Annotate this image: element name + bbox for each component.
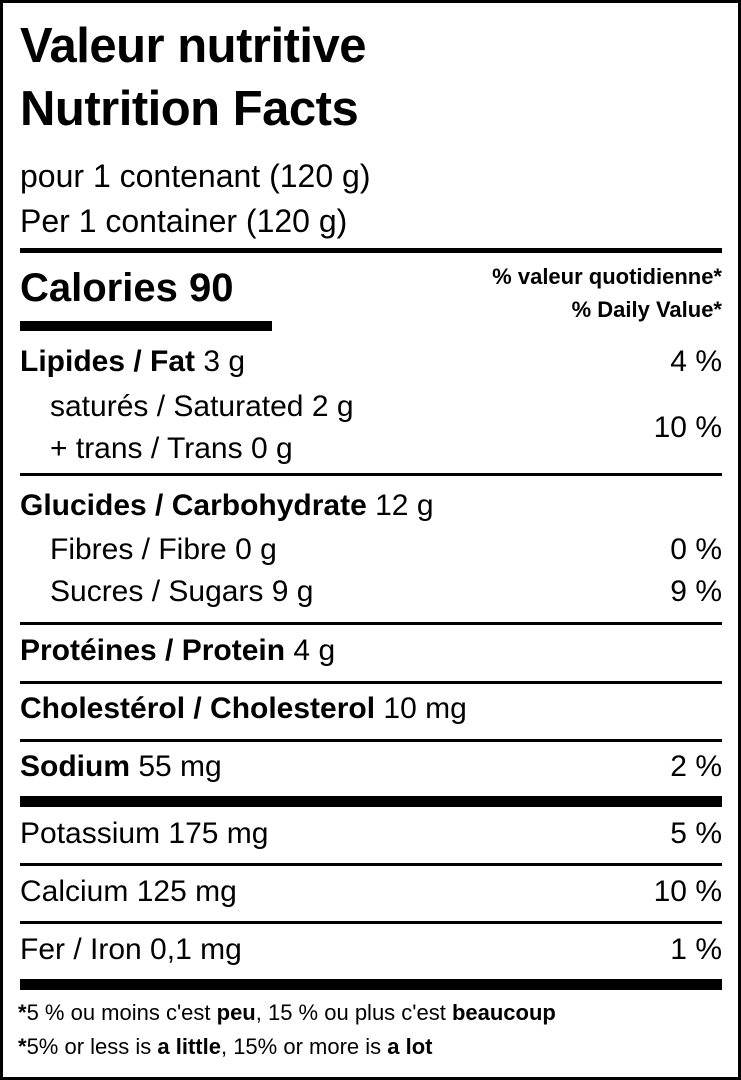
fat-amount: 3 g xyxy=(203,345,246,378)
divider-thick xyxy=(20,796,722,807)
trans-row: + trans / Trans 0 g xyxy=(50,432,293,465)
saturated-row: saturés / Saturated 2 g xyxy=(50,390,354,423)
divider xyxy=(20,739,722,742)
footnote-fr: *5 % ou moins c'est peu, 15 % ou plus c'… xyxy=(18,1000,556,1025)
fibre-dv: 0 % xyxy=(670,533,722,566)
sugars-dv: 9 % xyxy=(670,575,722,608)
calcium-row: Calcium 125 mg xyxy=(20,875,237,908)
potassium-dv: 5 % xyxy=(670,817,722,850)
divider xyxy=(20,863,722,866)
calories-label: Calories xyxy=(20,266,178,310)
sodium-dv: 2 % xyxy=(670,750,722,783)
footnote-en: *5% or less is a little, 15% or more is … xyxy=(18,1034,433,1059)
fat-dv: 4 % xyxy=(670,345,722,378)
protein-row: Protéines / Protein 4 g xyxy=(20,634,336,667)
sugars-row: Sucres / Sugars 9 g xyxy=(50,575,314,608)
sodium-row: Sodium 55 mg xyxy=(20,750,222,783)
potassium-row: Potassium 175 mg xyxy=(20,817,269,850)
title-fr: Valeur nutritive xyxy=(20,19,367,73)
serving-en: Per 1 container (120 g) xyxy=(20,203,348,239)
divider xyxy=(20,473,722,476)
carb-row: Glucides / Carbohydrate 12 g xyxy=(20,489,434,522)
sat-trans-dv: 10 % xyxy=(653,411,722,444)
title-en: Nutrition Facts xyxy=(20,82,359,136)
divider xyxy=(20,921,722,924)
iron-row: Fer / Iron 0,1 mg xyxy=(20,933,242,966)
dv-header-en: % Daily Value* xyxy=(571,297,722,322)
serving-fr: pour 1 contenant (120 g) xyxy=(20,158,371,194)
calcium-dv: 10 % xyxy=(653,875,722,908)
divider xyxy=(20,248,722,253)
fibre-row: Fibres / Fibre 0 g xyxy=(50,533,277,566)
divider xyxy=(20,622,722,625)
fat-label: Lipides / Fat xyxy=(20,345,196,378)
cholesterol-row: Cholestérol / Cholesterol 10 mg xyxy=(20,692,467,725)
iron-dv: 1 % xyxy=(670,933,722,966)
fat-row: Lipides / Fat 3 g xyxy=(20,347,245,377)
calories-bar xyxy=(20,321,272,331)
calories-value: 90 xyxy=(188,266,234,310)
divider-thick xyxy=(20,979,722,990)
calories: Calories 90 xyxy=(20,268,233,308)
dv-header-fr: % valeur quotidienne* xyxy=(492,264,722,289)
divider xyxy=(20,681,722,684)
